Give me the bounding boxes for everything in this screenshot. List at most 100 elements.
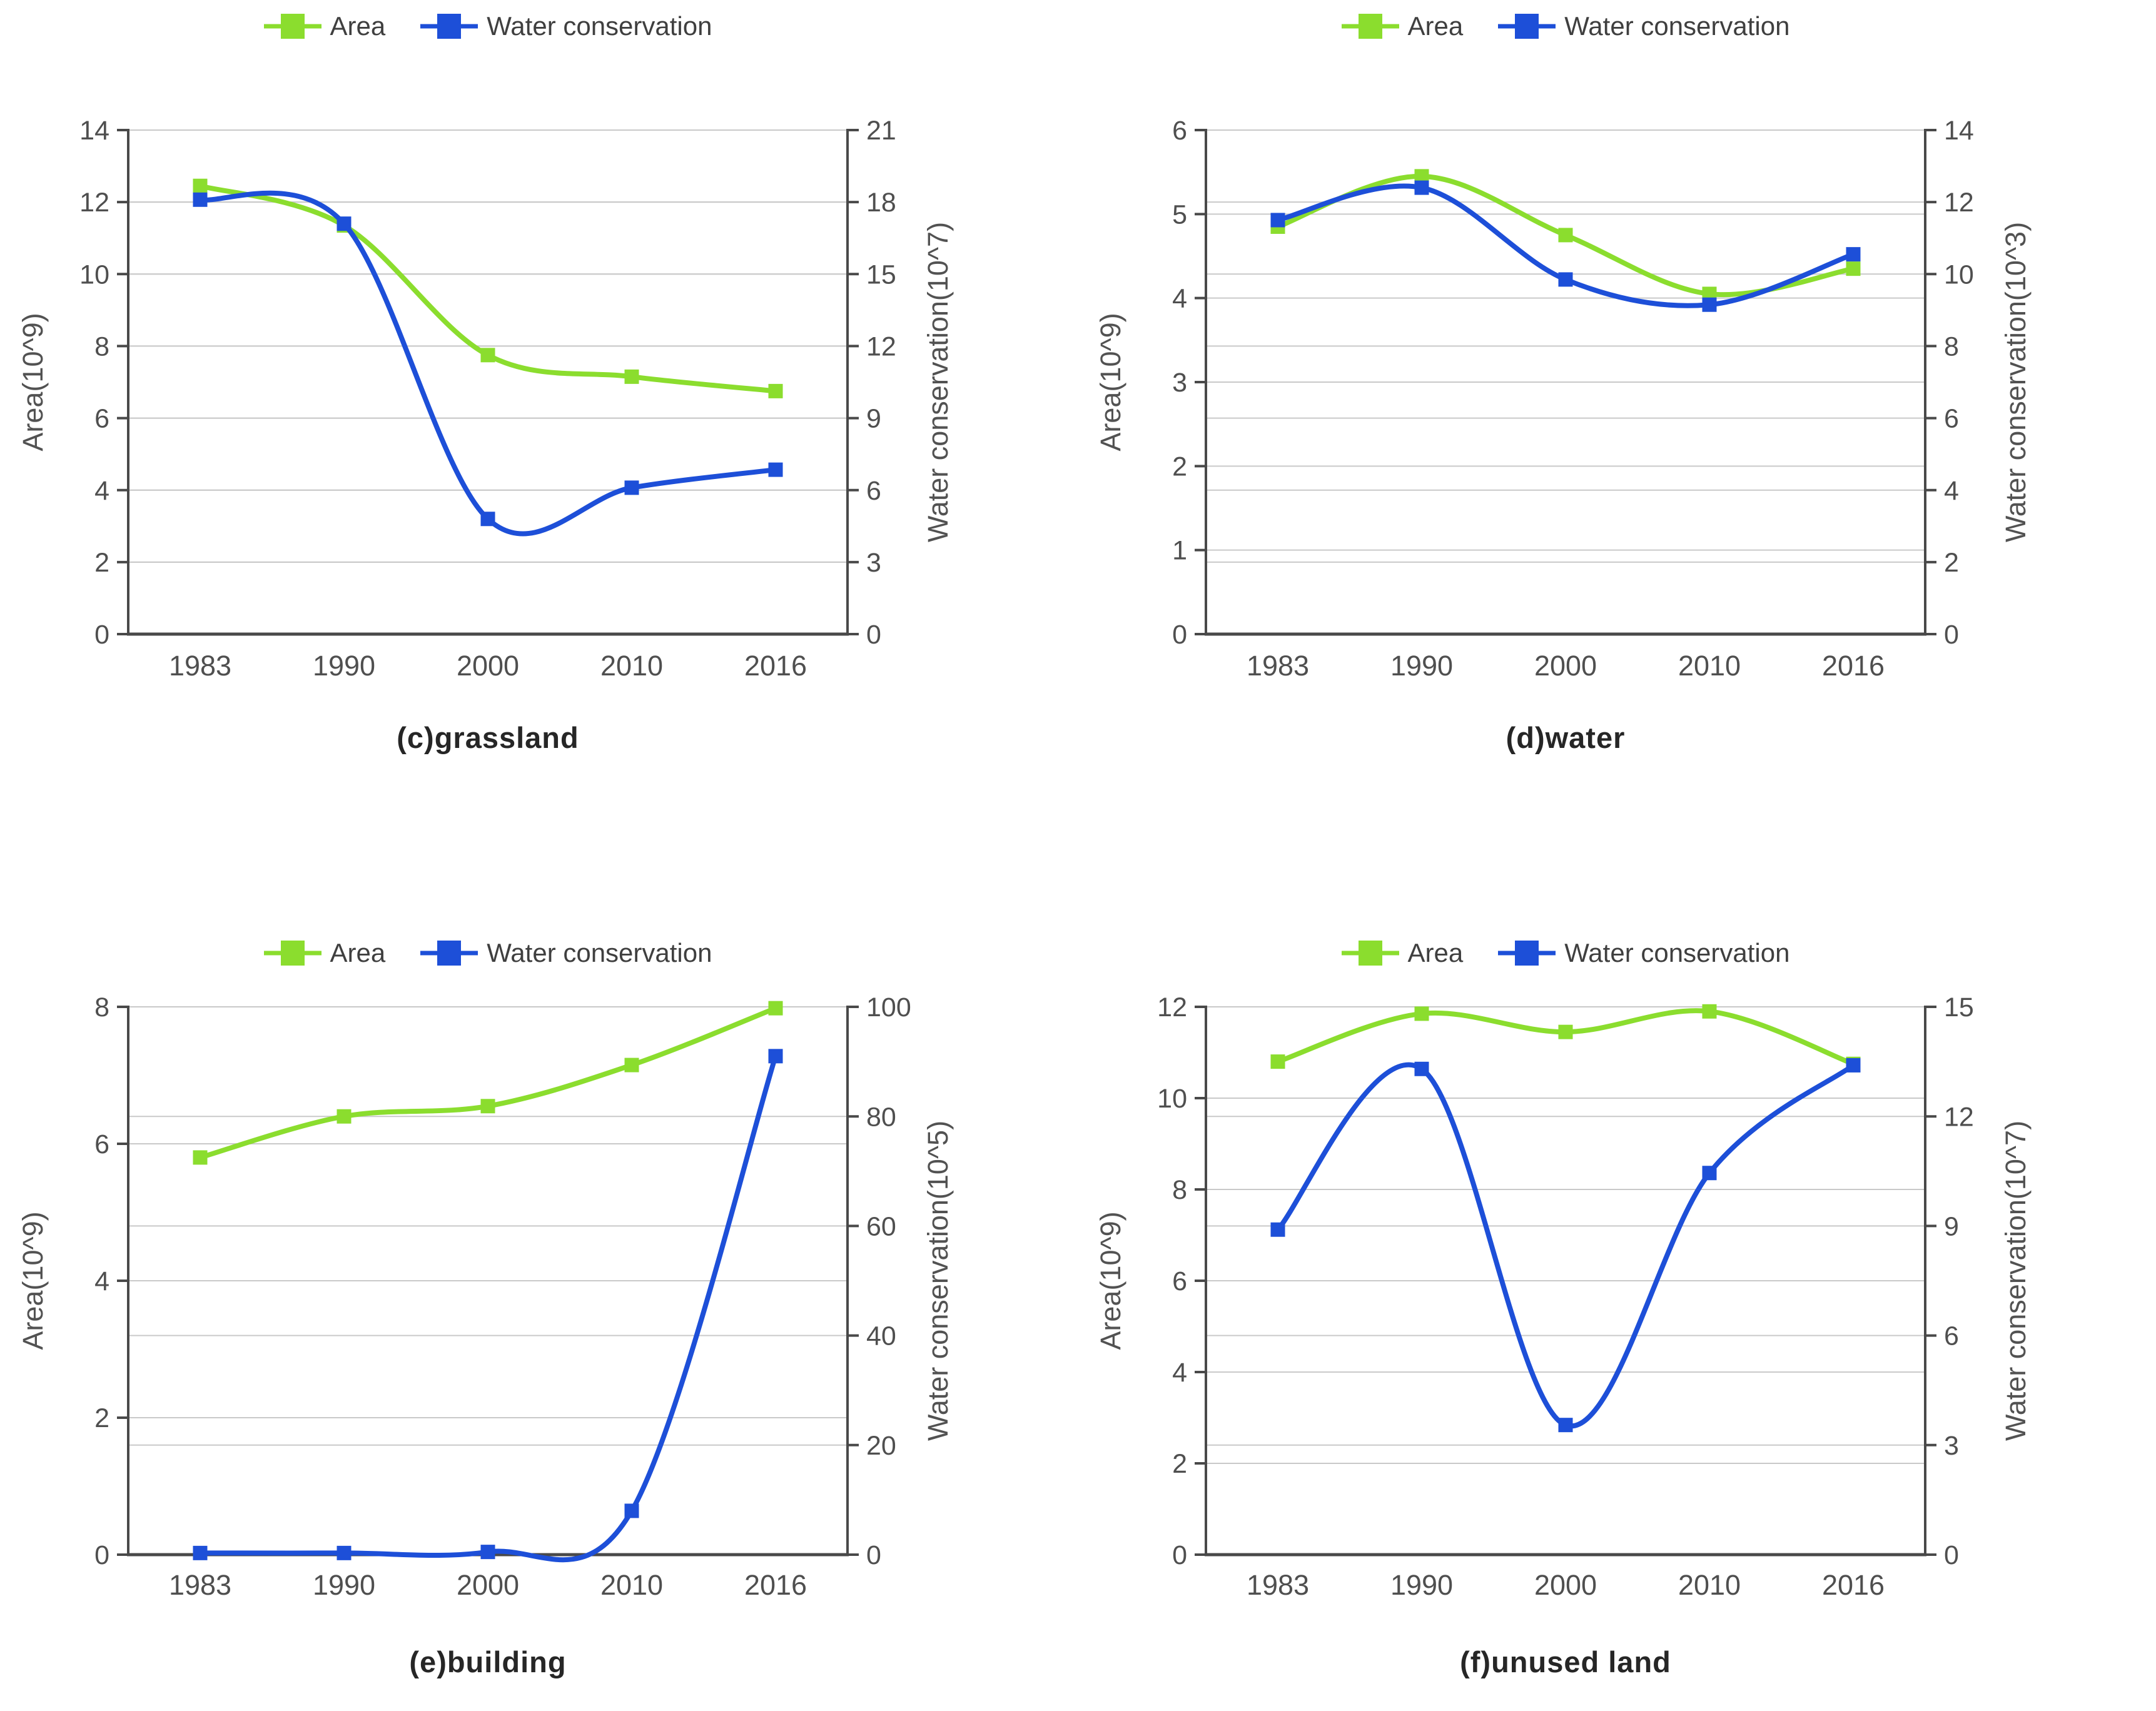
legend-square-glyph (1358, 941, 1382, 966)
y-axis-right-tick-label: 6 (866, 476, 881, 506)
y-axis-left-tick-label: 0 (1172, 1540, 1187, 1570)
series-marker-area (768, 1001, 783, 1016)
y-axis-right-tick-label: 100 (866, 992, 911, 1022)
x-axis-tick-label: 2000 (1534, 1569, 1597, 1601)
y-axis-right-name: Water conservation(10^3) (2000, 222, 2032, 542)
legend-building: Area Water conservation (128, 938, 848, 968)
x-axis-tick-label: 1983 (169, 650, 231, 682)
y-axis-left-tick-label: 6 (94, 1129, 109, 1159)
x-axis-tick-label: 1983 (169, 1569, 231, 1601)
series-marker-area (193, 178, 208, 193)
chart-panel-unused-land: Area Water conservation 0 2 4 6 8 10 12 0 3 6 9 12 15… (1078, 856, 2156, 1711)
legend-square-glyph (437, 14, 462, 39)
legend-square-glyph (437, 941, 462, 966)
series-marker-area (1558, 1024, 1573, 1039)
chart-grassland: 0 2 4 6 8 10 12 14 0 3 6 9 12 15 18 21 1983 1990 2000 2010 2… (17, 116, 954, 682)
y-axis-left-tick-label: 12 (79, 188, 109, 218)
y-axis-right-tick-label: 20 (866, 1431, 896, 1461)
legend-label-area: Area (330, 938, 386, 967)
chart-title-building: (e)building (409, 1645, 567, 1678)
y-axis-left-tick-label: 10 (1157, 1084, 1187, 1114)
y-axis-left-tick-label: 1 (1172, 536, 1187, 566)
y-axis-right-tick-label: 12 (1944, 188, 1974, 218)
series-marker-water-conservation (1270, 1222, 1285, 1237)
y-axis-right-tick-label: 8 (1944, 331, 1959, 361)
series-marker-water-conservation (1702, 1166, 1717, 1181)
series-marker-water-conservation (337, 216, 352, 231)
y-axis-left-tick-label: 0 (94, 1540, 109, 1570)
x-axis-tick-label: 2016 (744, 1569, 807, 1601)
y-axis-left-name: Area(10^9) (1095, 313, 1126, 451)
y-axis-right-tick-label: 0 (1944, 620, 1959, 650)
y-axis-right-tick-label: 2 (1944, 548, 1959, 578)
y-axis-right-tick-label: 6 (1944, 1321, 1959, 1351)
y-axis-left-name: Area(10^9) (17, 1211, 49, 1350)
area-legend-icon (1341, 14, 1399, 39)
water-conservation-legend-icon (420, 941, 478, 966)
legend-label-water-conservation: Water conservation (1564, 938, 1790, 967)
y-axis-right-name: Water conservation(10^5) (922, 1121, 954, 1441)
x-axis-tick-label: 2016 (744, 650, 807, 682)
series-line-water-conservation (198, 190, 778, 537)
y-axis-left-tick-label: 14 (79, 116, 109, 146)
series-marker-water-conservation (768, 462, 783, 477)
series-marker-area (1270, 1054, 1285, 1069)
y-axis-left-tick-label: 2 (1172, 1449, 1187, 1479)
chart-panel-grassland: Area Water conservation 0 2 4 6 8 10 12 14 0 3 6 9 12… (0, 0, 1078, 856)
legend-square-glyph (1515, 941, 1539, 966)
water-conservation-legend-icon (420, 14, 478, 39)
series-marker-water-conservation (480, 512, 495, 527)
y-axis-left-tick-label: 2 (94, 1403, 109, 1433)
legend-item-area: Area (1341, 11, 1464, 41)
series-marker-area (337, 1109, 352, 1124)
series-marker-water-conservation (768, 1049, 783, 1064)
x-axis-tick-label: 2000 (457, 650, 519, 682)
chart-panel-water: Area Water conservation 0 1 2 3 4 5 6 0 2 4 6 8 10 12 1… (1078, 0, 2156, 856)
series-marker-water-conservation (1558, 272, 1573, 287)
chart-title-water: (d)water (1506, 721, 1626, 754)
y-axis-left-tick-label: 8 (94, 331, 109, 361)
y-axis-right-tick-label: 15 (866, 260, 896, 290)
y-axis-left-tick-label: 4 (1172, 1358, 1187, 1388)
y-axis-right-tick-label: 0 (866, 620, 881, 650)
y-axis-right-tick-label: 3 (1944, 1431, 1959, 1461)
series-line-area (198, 1006, 778, 1160)
series-marker-area (1702, 1004, 1717, 1019)
y-axis-right-tick-label: 0 (866, 1540, 881, 1570)
y-axis-right-tick-label: 0 (1944, 1540, 1959, 1570)
area-legend-icon (263, 941, 321, 966)
series-marker-area (193, 1150, 208, 1165)
legend-item-water-conservation: Water conservation (1498, 11, 1789, 41)
series-marker-area (1846, 261, 1861, 276)
legend-item-area: Area (263, 11, 385, 41)
y-axis-left-tick-label: 5 (1172, 199, 1187, 230)
series-marker-area (1414, 1006, 1429, 1021)
y-axis-left-tick-label: 2 (1172, 452, 1187, 482)
legend-grassland: Area Water conservation (128, 11, 848, 41)
y-axis-left-tick-label: 4 (1172, 284, 1187, 314)
series-marker-area (1558, 228, 1573, 243)
y-axis-left-tick-label: 3 (1172, 368, 1187, 398)
series-marker-water-conservation (1846, 1057, 1861, 1073)
legend-square-glyph (280, 941, 305, 966)
x-axis-tick-label: 2000 (1534, 650, 1597, 682)
chart-title-unused-land: (f)unused land (1460, 1645, 1671, 1678)
y-axis-right-tick-label: 80 (866, 1102, 896, 1132)
x-axis-tick-label: 2010 (600, 650, 663, 682)
x-axis-tick-label: 1983 (1247, 650, 1309, 682)
chart-panel-building: Area Water conservation 0 2 4 6 8 0 20 40 60 80 100… (0, 856, 1078, 1711)
x-axis-tick-label: 1990 (313, 1569, 375, 1601)
series-marker-water-conservation (1414, 1061, 1429, 1076)
water-conservation-legend-icon (1498, 14, 1556, 39)
series-marker-water-conservation (1270, 213, 1285, 228)
y-axis-left-tick-label: 8 (1172, 1175, 1187, 1205)
y-axis-left-tick-label: 4 (94, 476, 109, 506)
legend-label-water-conservation: Water conservation (487, 938, 712, 967)
y-axis-right-tick-label: 9 (1944, 1211, 1959, 1241)
x-axis-tick-label: 1990 (1390, 650, 1453, 682)
x-axis-tick-label: 2016 (1822, 1569, 1885, 1601)
x-axis-tick-label: 2016 (1822, 650, 1885, 682)
y-axis-right-tick-label: 15 (1944, 992, 1974, 1022)
legend-label-area: Area (1407, 11, 1464, 41)
y-axis-right-tick-label: 12 (866, 331, 896, 361)
